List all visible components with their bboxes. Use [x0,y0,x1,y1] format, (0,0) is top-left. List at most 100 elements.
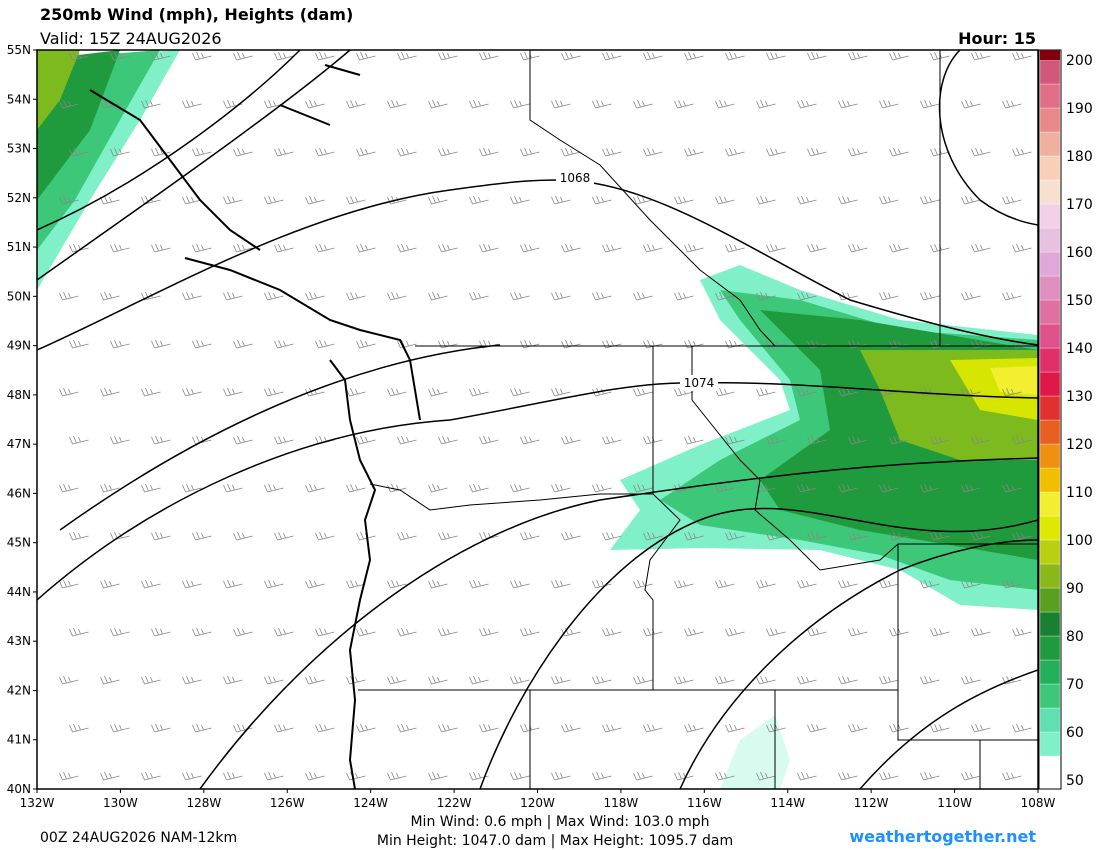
wind-barb [274,723,294,733]
wind-barb [1012,243,1032,253]
wind-barb [141,579,161,589]
wind-barb [971,147,991,157]
wind-barb [592,291,612,301]
wind-barb [315,723,335,733]
wind-barb [848,435,868,445]
wind-barb [889,435,909,445]
wind-barb [428,195,448,205]
wind-barb [305,99,325,109]
lat-label: 46N [7,486,31,500]
wind-barb [838,387,858,397]
colorbar-swatch [1039,587,1061,613]
colorbar-label: 140 [1066,341,1093,357]
wind-barb [807,723,827,733]
colorbar-swatch [1039,371,1061,397]
lat-label: 50N [7,289,31,303]
wind-barb [920,291,940,301]
wind-barb [684,51,704,61]
wind-barb [756,675,776,685]
wind-barb [551,291,571,301]
wind-barb [807,435,827,445]
wind-barb [797,387,817,397]
colorbar-swatch [1039,635,1061,661]
wind-barb [469,483,489,493]
colorbar-label: 80 [1066,629,1084,645]
wind-barb [223,771,243,781]
wind-barb [561,531,581,541]
wind-barb [756,387,776,397]
wind-barb [233,627,253,637]
colorbar-swatch [1039,467,1061,493]
wind-barb [971,723,991,733]
wind-barb [510,195,530,205]
lat-label: 45N [7,536,31,550]
wind-barb [971,243,991,253]
wind-barb [233,339,253,349]
wind-barb [59,291,79,301]
height-contours [37,50,1038,789]
wind-barb [1002,387,1022,397]
wind-barb [838,675,858,685]
colorbar-swatch [1039,611,1061,637]
colorbar-swatch [1039,659,1061,685]
wind-barb [387,99,407,109]
lon-label: 116W [687,796,722,810]
wind-barb [305,195,325,205]
map: 1068 1074 [37,50,1038,789]
wind-barb [930,243,950,253]
valid-time: Valid: 15Z 24AUG2026 [40,29,222,48]
colorbar-swatch [1039,227,1061,253]
lon-label: 114W [770,796,805,810]
lat-label: 42N [7,683,31,697]
wind-barb [100,483,120,493]
wind-barb [469,675,489,685]
wind-barb [479,435,499,445]
lat-label: 43N [7,634,31,648]
wind-barb [305,675,325,685]
wind-barb [469,771,489,781]
wind-barb [961,483,981,493]
wind-barb [715,579,735,589]
site-link[interactable]: weathertogether.net [849,827,1036,846]
colorbar-swatch [1039,683,1061,709]
wind-barb [715,483,735,493]
wind-barb [69,531,89,541]
wind-barb [59,675,79,685]
wind-barb [397,243,417,253]
wind-barb [633,195,653,205]
wind-barb [510,99,530,109]
wind-barb [633,291,653,301]
wind-barb [1012,531,1032,541]
lon-label: 118W [604,796,639,810]
wind-barb [315,339,335,349]
wind-barb [397,339,417,349]
contour-label: 1068 [560,171,591,185]
wind-barb [438,531,458,541]
wind-barb [356,147,376,157]
lon-label: 120W [520,796,555,810]
wind-barb [141,771,161,781]
wind-barb [100,291,120,301]
wind-barb [561,435,581,445]
wind-barb [633,579,653,589]
wind-barb [520,147,540,157]
wind-barb [469,387,489,397]
wind-barb [551,771,571,781]
height-stats: Min Height: 1047.0 dam | Max Height: 109… [377,833,733,849]
wind-barb [346,99,366,109]
wind-barb [274,243,294,253]
wind-barb [182,291,202,301]
wind-barb [551,387,571,397]
lat-label: 52N [7,191,31,205]
colorbar-swatch [1039,539,1061,565]
wind-barb [1002,579,1022,589]
wind-barb [1012,435,1032,445]
colorbar-label: 50 [1066,773,1084,789]
colorbar-swatch [1039,491,1061,517]
wind-barb [305,483,325,493]
wind-barb [438,435,458,445]
wind-barb [192,339,212,349]
lat-label: 40N [7,782,31,796]
wind-barb [141,99,161,109]
wind-barb [797,483,817,493]
